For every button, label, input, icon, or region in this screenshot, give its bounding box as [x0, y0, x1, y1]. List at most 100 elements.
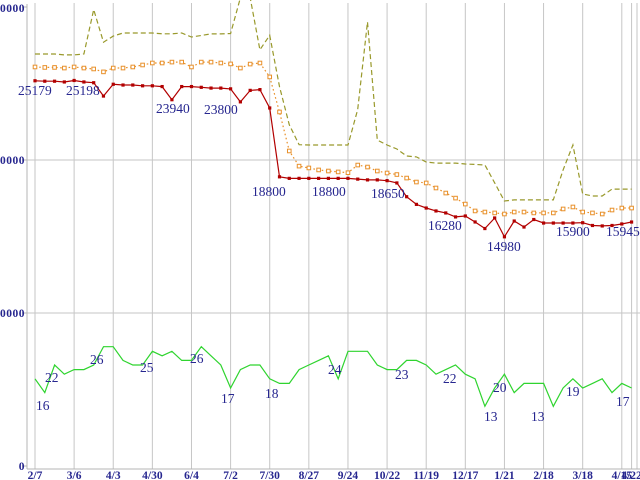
- marker-open-square: [130, 64, 136, 70]
- marker-filled-square: [581, 221, 585, 225]
- y-tick-label: 20000: [0, 155, 25, 167]
- marker-filled-square: [395, 181, 399, 185]
- x-tick-label: 3/18: [572, 470, 593, 480]
- data-label: 24: [328, 362, 342, 377]
- gridlines: [22, 3, 640, 469]
- marker-open-square: [570, 204, 576, 210]
- marker-filled-square: [365, 178, 370, 182]
- data-label: 14980: [487, 239, 521, 254]
- marker-open-square: [218, 60, 224, 66]
- data-label: 19: [566, 384, 580, 399]
- marker-open-square: [521, 209, 527, 215]
- series-green-count: [34, 345, 632, 408]
- marker-filled-square: [571, 221, 575, 225]
- marker-filled-square: [92, 81, 96, 85]
- data-label: 22: [45, 370, 59, 385]
- marker-filled-square: [522, 225, 526, 229]
- marker-open-square: [238, 65, 243, 71]
- data-label: 18800: [312, 184, 346, 199]
- axes: [26, 4, 640, 470]
- marker-open-square: [120, 65, 126, 71]
- marker-filled-square: [444, 211, 448, 215]
- marker-open-square: [453, 195, 458, 201]
- marker-open-square: [316, 167, 321, 173]
- marker-open-square: [52, 65, 57, 70]
- series-line-green-count: [34, 345, 632, 408]
- data-label: 18800: [252, 184, 286, 199]
- marker-open-square: [277, 109, 282, 115]
- series-line-red-solid-price: [34, 79, 632, 239]
- data-label: 18650: [371, 186, 405, 201]
- x-tick-label: 4/15: [612, 470, 633, 480]
- data-label: 13: [531, 409, 545, 424]
- marker-filled-square: [160, 84, 164, 89]
- x-tick-label: 3/6: [67, 470, 82, 480]
- x-tick-label: 1/21: [494, 470, 515, 480]
- x-axis-labels: 2/7 3/6 4/3 4/30 6/4 7/2 7/30 8/27 9/24 10/22 11/1…: [28, 470, 640, 480]
- marker-open-square: [492, 210, 497, 216]
- marker-open-square: [159, 60, 165, 66]
- marker-open-square: [443, 190, 449, 196]
- marker-filled-square: [453, 215, 458, 219]
- data-label: 18: [265, 386, 279, 401]
- marker-filled-square: [532, 217, 536, 222]
- marker-open-square: [365, 164, 370, 170]
- marker-open-square: [590, 210, 595, 216]
- marker-open-square: [32, 64, 38, 70]
- marker-filled-square: [346, 176, 350, 180]
- marker-filled-square: [297, 176, 301, 180]
- marker-open-square: [404, 175, 409, 181]
- marker-filled-square: [434, 209, 438, 213]
- marker-filled-square: [180, 84, 184, 89]
- y-tick-label: 30000: [0, 3, 25, 15]
- x-tick-label: 2/7: [28, 470, 43, 480]
- marker-open-square: [110, 65, 116, 71]
- marker-filled-square: [502, 235, 507, 239]
- marker-filled-square: [600, 224, 604, 228]
- marker-open-square: [394, 172, 400, 177]
- marker-open-square: [414, 179, 419, 185]
- marker-open-square: [267, 74, 273, 80]
- marker-open-square: [599, 211, 605, 217]
- marker-open-square: [629, 205, 634, 211]
- x-tick-label: 9/24: [338, 470, 359, 480]
- marker-filled-square: [101, 94, 106, 98]
- marker-filled-square: [561, 221, 565, 225]
- marker-filled-square: [111, 82, 115, 86]
- marker-open-square: [511, 209, 517, 215]
- data-point-labels: 25179 25198 23940 23800 18800 18800 18650 16280…: [18, 83, 640, 424]
- marker-filled-square: [140, 84, 145, 88]
- marker-open-square: [140, 62, 145, 68]
- marker-filled-square: [268, 106, 272, 110]
- marker-open-square: [463, 201, 468, 207]
- marker-open-square: [81, 65, 87, 71]
- y-tick-label: 0: [19, 461, 25, 473]
- marker-filled-square: [317, 176, 321, 180]
- marker-open-square: [42, 65, 48, 70]
- marker-open-square: [189, 64, 194, 70]
- marker-open-square: [551, 210, 556, 216]
- marker-filled-square: [512, 219, 516, 223]
- y-axis-labels: 30000 20000 10000 0: [0, 3, 25, 473]
- marker-open-square: [198, 59, 204, 65]
- marker-filled-square: [62, 80, 66, 84]
- marker-filled-square: [405, 195, 409, 199]
- data-label: 20: [493, 380, 507, 395]
- marker-open-square: [482, 209, 488, 215]
- x-tick-label: 7/30: [259, 470, 280, 480]
- marker-filled-square: [189, 84, 194, 89]
- marker-filled-square: [150, 84, 154, 88]
- marker-filled-square: [590, 223, 595, 228]
- marker-open-square: [531, 210, 537, 216]
- x-tick-label: 8/27: [299, 470, 320, 480]
- data-label: 15945: [606, 224, 640, 239]
- marker-filled-square: [219, 86, 223, 90]
- data-label: 16280: [428, 218, 462, 233]
- x-tick-label: 12/17: [452, 470, 478, 480]
- marker-filled-square: [629, 220, 634, 224]
- x-tick-label: 10/22: [374, 470, 400, 480]
- marker-open-square: [375, 168, 380, 174]
- marker-filled-square: [307, 176, 311, 180]
- marker-filled-square: [375, 178, 379, 182]
